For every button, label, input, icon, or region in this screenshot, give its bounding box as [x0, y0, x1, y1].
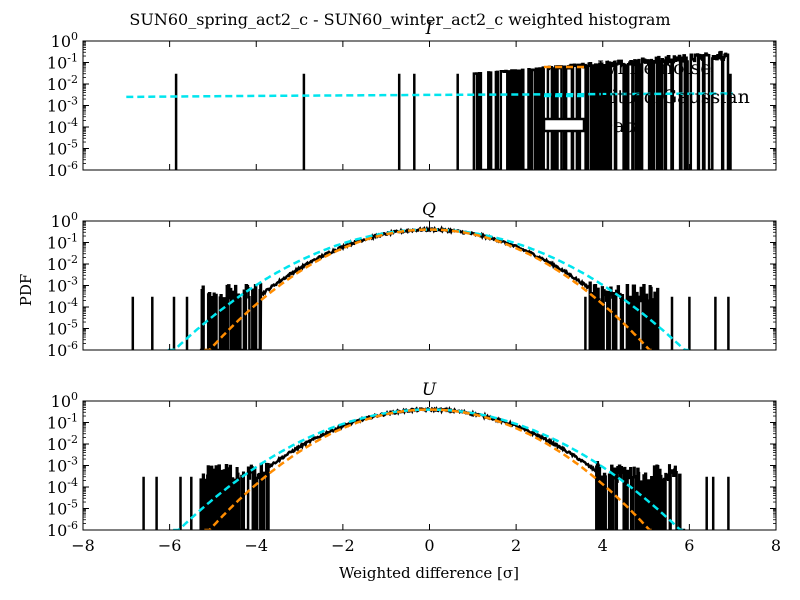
panel-i-ytick-label: 10-1 — [47, 52, 78, 73]
panel-u-xtick-label: −8 — [71, 536, 95, 555]
panel-i-ytick-label: 10-6 — [47, 159, 78, 180]
panel-q-ytick-label: 10-4 — [47, 296, 78, 317]
panel-u-xtick-label: 0 — [424, 536, 434, 555]
panel-i-ytick-label: 10-2 — [47, 73, 78, 94]
panel-q-ytick-label: 100 — [51, 210, 78, 231]
panel-u-data-histogram — [142, 405, 730, 530]
panel-u-white-noise-curve — [204, 408, 655, 530]
x-axis-label: Weighted difference [σ] — [339, 564, 519, 582]
panel-i-ytick-label: 10-5 — [47, 138, 78, 159]
panel-q-ytick-label: 10-1 — [47, 232, 78, 253]
panel-q-plot-area — [131, 225, 730, 350]
legend: White noise Fitted Gaussian Data — [542, 57, 750, 137]
panel-u-ytick-label: 10-4 — [47, 476, 78, 497]
legend-data-swatch — [542, 117, 586, 133]
legend-fitted-gaussian-label: Fitted Gaussian — [598, 86, 750, 108]
panel-i-ytick-label: 10-4 — [47, 116, 78, 137]
panel-q-data-histogram — [131, 225, 730, 350]
panel-i-ytick-label: 10-3 — [47, 95, 78, 116]
panel-q-ytick-label: 10-3 — [47, 275, 78, 296]
panel-u-xtick-label: 8 — [771, 536, 781, 555]
panel-u-ytick-label: 100 — [51, 390, 78, 411]
panel-q-ytick-label: 10-2 — [47, 253, 78, 274]
panel-u-xtick-label: −6 — [158, 536, 182, 555]
panel-q-ytick-label: 10-6 — [47, 339, 78, 360]
panel-i-ytick-label: 100 — [51, 30, 78, 51]
panel-i-fitted-gaussian-curve — [126, 92, 733, 99]
panel-q-white-noise-curve — [204, 228, 655, 350]
panel-u-xtick-label: −4 — [244, 536, 268, 555]
panel-i-title: I — [425, 19, 433, 39]
legend-data-label: Data — [598, 115, 644, 137]
panel-u-title: U — [422, 380, 437, 400]
panel-q-title: Q — [422, 200, 436, 220]
panel-u-ytick-label: 10-1 — [47, 412, 78, 433]
panel-u-fitted-gaussian-curve — [173, 408, 686, 530]
panel-u-xtick-label: −2 — [331, 536, 355, 555]
panel-u-xtick-label: 2 — [511, 536, 521, 555]
figure-suptitle: SUN60_spring_act2_c - SUN60_winter_act2_… — [129, 10, 670, 29]
panel-u-frame — [82, 400, 777, 531]
legend-white-noise-label: White noise — [598, 57, 712, 79]
panel-u-ytick-label: 10-2 — [47, 433, 78, 454]
panel-u-ytick-label: 10-6 — [47, 519, 78, 540]
panel-q-ytick-label: 10-5 — [47, 318, 78, 339]
panel-u-xtick-label: 4 — [598, 536, 608, 555]
panel-u-ytick-label: 10-3 — [47, 455, 78, 476]
y-axis-label: PDF — [17, 274, 35, 307]
panel-u-ytick-label: 10-5 — [47, 498, 78, 519]
panel-u-plot-area — [142, 405, 730, 530]
panel-u-xtick-label: 6 — [684, 536, 694, 555]
